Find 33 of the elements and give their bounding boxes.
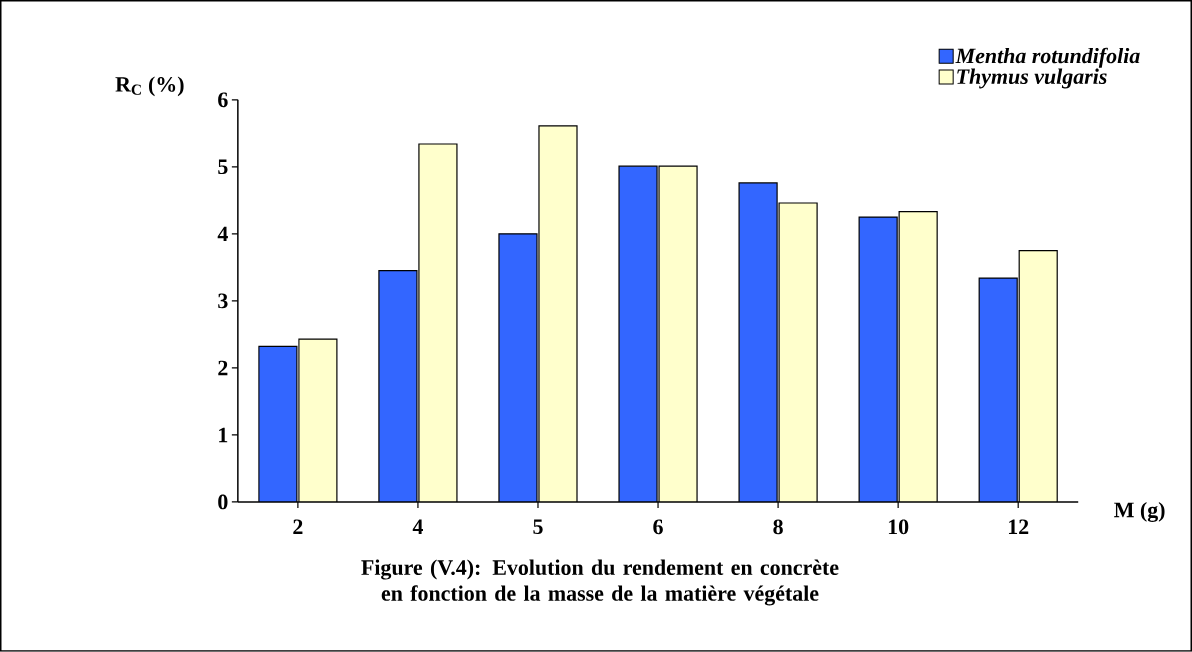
x-tick-label: 5 (533, 519, 543, 535)
bar (739, 183, 778, 503)
bar (659, 166, 698, 503)
legend-label: Thymus vulgaris (957, 68, 1107, 89)
y-tick-label: 6 (218, 92, 228, 108)
bar (298, 339, 337, 503)
bar (978, 277, 1018, 503)
bar (498, 233, 537, 503)
legend-label: Mentha rotundifolia (955, 47, 1140, 68)
y-tick-label: 5 (218, 159, 228, 175)
x-tick-label: 8 (773, 519, 783, 535)
y-tick-label: 1 (219, 427, 228, 443)
bar (418, 144, 457, 503)
x-tick-label: 2 (293, 519, 303, 535)
x-tick-label: 4 (412, 519, 423, 535)
bar (779, 203, 818, 503)
bar (619, 166, 658, 503)
y-tick-label: 3 (218, 293, 228, 309)
x-tick-label: 10 (888, 519, 909, 535)
y-tick-label: 2 (218, 360, 228, 376)
y-tick-label: 4 (217, 226, 228, 242)
bar (538, 126, 577, 503)
x-tick-label: 6 (653, 519, 663, 535)
bar (378, 270, 417, 503)
text: Figure (V.4): Evolution du rendement en concrète en fonction de la masse de la matière végétale (361, 559, 839, 606)
bar (899, 211, 938, 503)
x-axis-title: M (g) (1114, 502, 1165, 523)
bar (859, 217, 898, 503)
x-tick-label: 12 (1008, 519, 1029, 535)
y-axis-title: R$_{C}$ (%) (115, 76, 184, 97)
bar (258, 346, 297, 503)
bar (1018, 250, 1058, 503)
y-tick-label: 0 (218, 494, 228, 510)
